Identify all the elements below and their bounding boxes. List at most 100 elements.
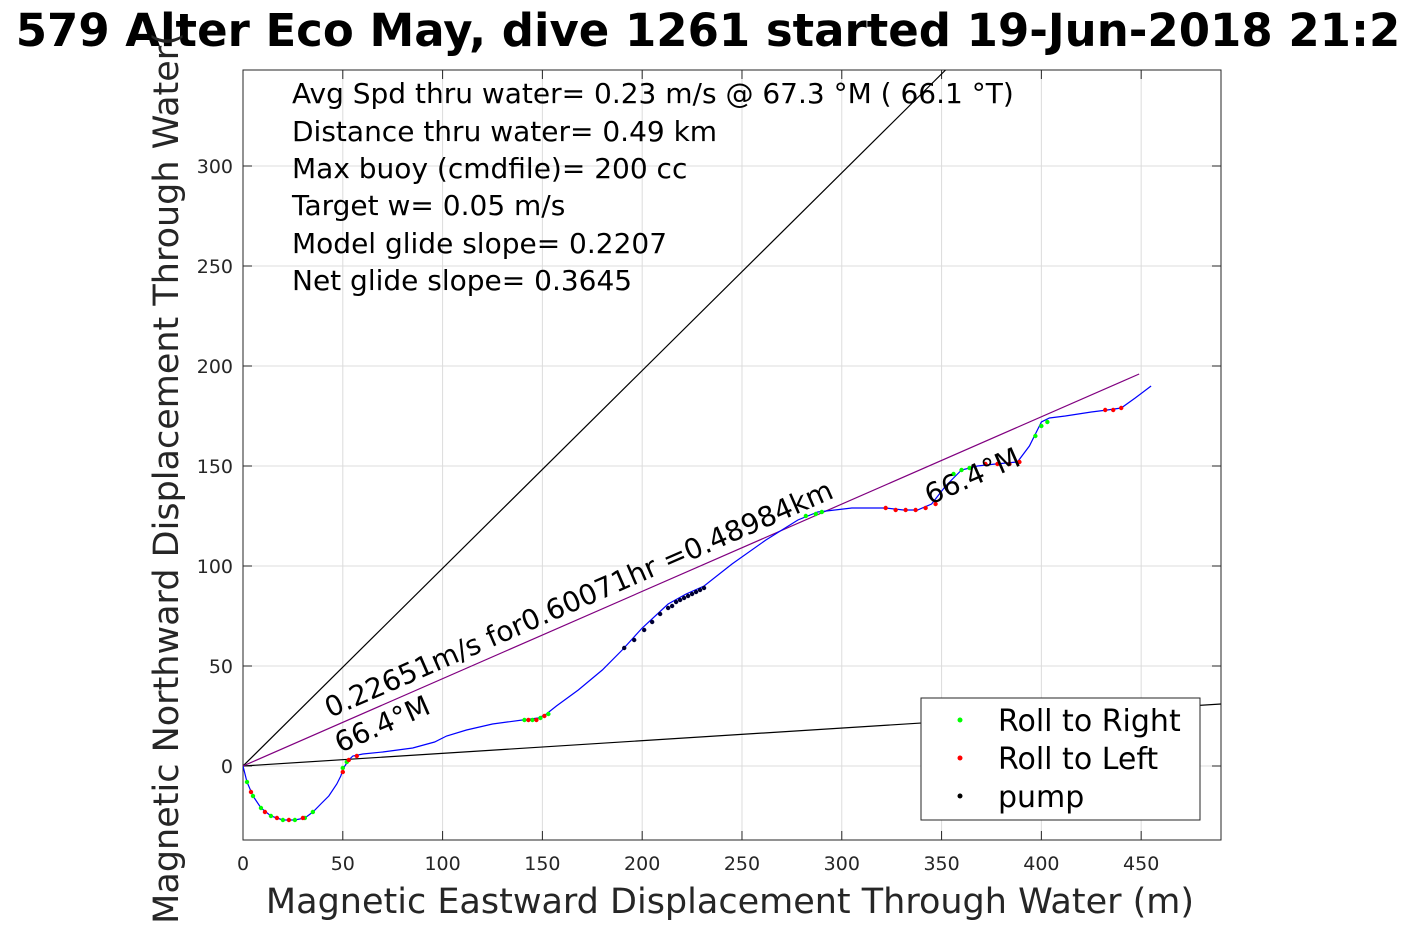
reference-line-net-heading	[243, 373, 1140, 767]
x-tick-label: 250	[724, 853, 760, 875]
heading-label-end: 66.4°M	[920, 441, 1025, 511]
marker-roll-to-left	[354, 753, 359, 759]
marker-pump	[701, 585, 707, 591]
info-text: Avg Spd thru water= 0.23 m/s @ 67.3 °M (…	[291, 77, 1014, 297]
marker-roll-to-left	[1111, 407, 1116, 413]
marker-roll-to-left	[903, 507, 908, 513]
plot-frame	[242, 69, 1222, 841]
x-tick-label: 400	[1023, 853, 1059, 875]
marker-pump	[632, 637, 637, 643]
marker-pump	[681, 595, 687, 601]
reference-line-upper-bound	[243, 70, 946, 767]
marker-roll-to-left	[983, 461, 988, 467]
y-tick-label: 100	[197, 556, 233, 578]
segment-label: 0.22651m/s for0.60071hr =0.48984km	[320, 474, 838, 725]
x-tick-label: 450	[1123, 853, 1159, 875]
marker-roll-to-right	[538, 715, 543, 721]
legend-label: pump	[998, 780, 1084, 815]
marker-roll-to-left	[995, 461, 1000, 467]
chart-title: 579 Alter Eco May, dive 1261 started 19-…	[16, 4, 1401, 57]
marker-pump	[697, 587, 703, 593]
marker-roll-to-right	[310, 809, 316, 815]
marker-roll-to-left	[346, 757, 351, 763]
marker-roll-to-right	[1039, 423, 1044, 429]
marker-roll-to-right	[530, 717, 535, 723]
legend-label: Roll to Right	[998, 704, 1181, 739]
axis-ticks: 0 50 100 150 200 250 300 350 400 450 0 50 100 150 200 2…	[197, 70, 1221, 875]
legend-label: Roll to Left	[998, 742, 1158, 777]
marker-roll-to-right	[258, 805, 264, 811]
marker-roll-to-right	[1045, 419, 1050, 425]
y-tick-label: 150	[197, 456, 233, 478]
legend-marker	[957, 755, 963, 761]
marker-roll-to-right	[244, 779, 250, 785]
marker-roll-to-left	[542, 713, 547, 719]
marker-roll-to-left	[913, 507, 918, 513]
marker-pump	[669, 603, 675, 609]
marker-roll-to-left	[883, 505, 888, 511]
marker-roll-to-right	[522, 717, 527, 723]
marker-roll-to-right	[250, 793, 256, 799]
marker-roll-to-left	[248, 789, 254, 795]
marker-roll-to-right	[268, 813, 274, 819]
info-net-glide: Net glide slope= 0.3645	[292, 264, 632, 297]
y-tick-label: 250	[197, 256, 233, 278]
y-tick-label: 300	[197, 156, 233, 178]
marker-roll-to-right	[546, 711, 551, 717]
marker-roll-to-left	[300, 815, 306, 821]
x-tick-label: 300	[824, 853, 860, 875]
info-avg-speed: Avg Spd thru water= 0.23 m/s @ 67.3 °M (…	[292, 77, 1014, 110]
marker-series	[244, 405, 1124, 823]
marker-roll-to-left	[526, 717, 531, 723]
marker-roll-to-right	[340, 765, 345, 771]
legend-marker	[957, 793, 963, 799]
track-series	[243, 385, 1152, 821]
marker-pump	[689, 591, 695, 597]
legend-marker	[957, 717, 963, 723]
grid	[242, 70, 1221, 840]
y-tick-label: 200	[197, 356, 233, 378]
x-tick-label: 0	[237, 853, 249, 875]
marker-pump	[677, 597, 683, 603]
info-target-w: Target w= 0.05 m/s	[291, 189, 565, 222]
marker-roll-to-left	[923, 505, 928, 511]
y-axis-label: Magnetic Northward Displacement Through …	[147, 32, 187, 924]
y-tick-label: 50	[209, 656, 233, 678]
info-model-glide: Model glide slope= 0.2207	[292, 227, 667, 260]
marker-roll-to-left	[933, 501, 938, 507]
marker-roll-to-left	[534, 717, 539, 723]
marker-roll-to-right	[967, 465, 972, 471]
marker-roll-to-left	[1017, 459, 1022, 465]
marker-roll-to-right	[292, 817, 298, 823]
x-tick-label: 100	[424, 853, 460, 875]
marker-pump	[673, 599, 679, 605]
x-tick-label: 200	[624, 853, 660, 875]
marker-roll-to-left	[1119, 405, 1124, 411]
marker-roll-to-right	[951, 471, 956, 477]
marker-roll-to-left	[286, 817, 292, 823]
info-distance: Distance thru water= 0.49 km	[292, 115, 717, 148]
plot-area	[243, 70, 1221, 823]
marker-roll-to-right	[1033, 433, 1038, 439]
x-tick-label: 350	[923, 853, 959, 875]
marker-roll-to-right	[280, 817, 286, 823]
marker-roll-to-right	[813, 511, 819, 517]
marker-roll-to-left	[274, 815, 280, 821]
marker-roll-to-right	[819, 509, 825, 515]
info-max-buoy: Max buoy (cmdfile)= 200 cc	[292, 152, 687, 185]
x-tick-label: 50	[331, 853, 355, 875]
marker-roll-to-right	[959, 467, 964, 473]
marker-roll-to-right	[803, 513, 809, 519]
x-axis-label: Magnetic Eastward Displacement Through W…	[266, 882, 1194, 922]
y-tick-label: 0	[221, 756, 233, 778]
marker-pump	[622, 645, 627, 651]
marker-pump	[649, 619, 655, 625]
marker-roll-to-left	[893, 507, 898, 513]
marker-roll-to-left	[1103, 407, 1108, 413]
marker-pump	[693, 589, 699, 595]
marker-pump	[641, 627, 647, 633]
marker-roll-to-left	[340, 769, 345, 775]
